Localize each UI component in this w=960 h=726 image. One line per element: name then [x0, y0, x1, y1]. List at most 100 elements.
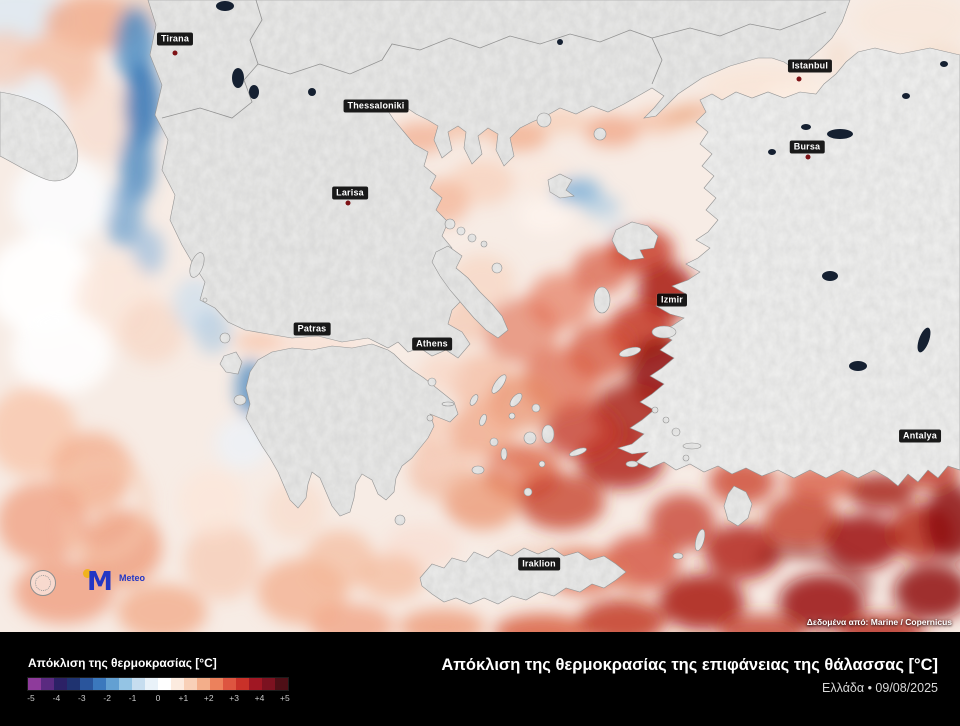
sea-anomaly-blob — [0, 30, 35, 90]
city-label-patras: Patras — [293, 322, 331, 336]
sea-anomaly-blob — [117, 584, 207, 632]
sea-anomaly-blob — [854, 0, 960, 49]
legend-color-step — [54, 678, 67, 690]
sea-anomaly-blob — [310, 604, 394, 632]
sea-anomaly-blob — [409, 444, 475, 500]
legend-tick: -3 — [78, 693, 86, 703]
legend-color-step — [236, 678, 249, 690]
legend-color-step — [145, 678, 158, 690]
city-label-izmir: Izmir — [656, 293, 688, 307]
bottom-info-bar: Απόκλιση της θερμοκρασίας [°C] -5 -4 -3 -2-… — [0, 632, 960, 726]
legend-color-step — [171, 678, 184, 690]
sea-anomaly-blob — [719, 614, 805, 632]
legend-color-step — [119, 678, 132, 690]
sea-anomaly-blob — [305, 530, 375, 590]
sea-anomaly-blob — [234, 334, 282, 348]
sea-anomaly-blob — [582, 195, 620, 217]
sea-anomaly-blob — [449, 404, 515, 460]
legend-color-step — [249, 678, 262, 690]
legend: Απόκλιση της θερμοκρασίας [°C] -5 -4 -3 -2 -… — [27, 656, 296, 726]
map-caption: Απόκλιση της θερμοκρασίας της επιφάνειας… — [441, 656, 938, 726]
meteo-logo-dot — [83, 569, 92, 578]
legend-color-step — [28, 678, 41, 690]
city-label-thessaloniki: Thessaloniki — [343, 99, 409, 113]
map-area: Tirana Thessaloniki Larisa Patras Athens Ista… — [0, 0, 960, 632]
city-label-bursa: Bursa — [789, 140, 825, 154]
legend-color-step — [210, 678, 223, 690]
legend-color-step — [41, 678, 54, 690]
sea-anomaly-blob — [659, 574, 745, 630]
city-marker-dot — [345, 200, 351, 206]
sea-anomaly-blob — [184, 524, 260, 600]
legend-tick: +4 — [254, 693, 265, 703]
sea-anomaly-blob — [779, 574, 865, 630]
observatory-seal-logo — [30, 570, 56, 596]
legend-color-step — [184, 678, 197, 690]
lakes — [216, 1, 948, 371]
sea-anomaly-blob — [359, 554, 425, 600]
islands-small — [189, 112, 706, 560]
city-label-tirana: Tirana — [156, 32, 194, 46]
sea-anomaly-blob — [120, 300, 184, 364]
legend-color-step — [223, 678, 236, 690]
sea-anomaly-blob — [528, 273, 594, 329]
legend-tick: -5 — [27, 693, 35, 703]
legend-tick: +2 — [203, 693, 214, 703]
sea-anomaly-blob — [666, 107, 698, 125]
city-label-istanbul: Istanbul — [787, 59, 833, 73]
meteo-logo: M Meteo — [63, 566, 153, 604]
island-limnos — [547, 173, 575, 199]
meteo-logo-m: M — [87, 567, 113, 597]
sea-anomaly-blob — [584, 115, 640, 147]
city-label-iraklion: Iraklion — [518, 557, 560, 571]
city-label-athens: Athens — [412, 337, 452, 351]
city-marker-dot — [172, 50, 178, 56]
sea-anomaly-blob — [894, 564, 960, 620]
sea-anomaly-blob — [195, 310, 231, 354]
legend-color-step — [197, 678, 210, 690]
sea-anomaly-blob — [179, 469, 245, 535]
legend-color-step — [67, 678, 80, 690]
legend-color-step — [275, 678, 288, 690]
island-euboea — [431, 245, 509, 339]
land-peloponnese — [245, 343, 459, 517]
country-borders — [161, 0, 827, 119]
sea-anomaly-blob — [839, 614, 925, 632]
map-title: Απόκλιση της θερμοκρασίας της επιφάνειας… — [441, 656, 938, 674]
sea-anomaly-blob — [0, 235, 97, 335]
legend-color-step — [80, 678, 93, 690]
legend-tick: -1 — [128, 693, 137, 703]
legend-tick: 0 — [155, 693, 161, 703]
meteo-logo-text: Meteo — [119, 573, 146, 583]
sea-anomaly-blob — [494, 614, 590, 632]
island-crete — [419, 547, 627, 605]
sea-anomaly-blob — [265, 480, 325, 540]
sea-anomaly-blob — [519, 474, 605, 530]
sea-anomaly-blob — [0, 482, 87, 562]
sea-anomaly-blob — [579, 599, 665, 632]
legend-tick: -4 — [52, 693, 61, 703]
legend-color-step — [106, 678, 119, 690]
sea-anomaly-blob — [924, 484, 960, 560]
sea-anomaly-blob — [518, 198, 574, 234]
sea-anomaly-blob — [132, 228, 164, 276]
sea-anomaly-blob — [125, 63, 161, 147]
sea-anomaly-blob — [399, 609, 485, 632]
city-label-larisa: Larisa — [332, 186, 368, 200]
legend-color-step — [132, 678, 145, 690]
legend-title: Απόκλιση της θερμοκρασίας [°C] — [28, 656, 217, 670]
sea-anomaly-blob — [543, 403, 619, 459]
map-subtitle: Ελλάδα • 09/08/2025 — [822, 680, 938, 695]
island-lesbos — [611, 221, 659, 261]
land-italy-heel — [0, 91, 79, 182]
sea-anomaly-blob — [12, 310, 112, 394]
legend-tick: +1 — [178, 693, 189, 703]
sea-anomaly-blob — [849, 474, 915, 510]
sea-anomaly-blob — [65, 80, 135, 160]
legend-color-step — [93, 678, 106, 690]
sea-anomaly-blob — [824, 514, 900, 570]
logo-cluster: M Meteo — [30, 566, 160, 604]
sea-anomaly-blob — [12, 155, 112, 245]
sea-anomaly-blob — [105, 183, 143, 247]
